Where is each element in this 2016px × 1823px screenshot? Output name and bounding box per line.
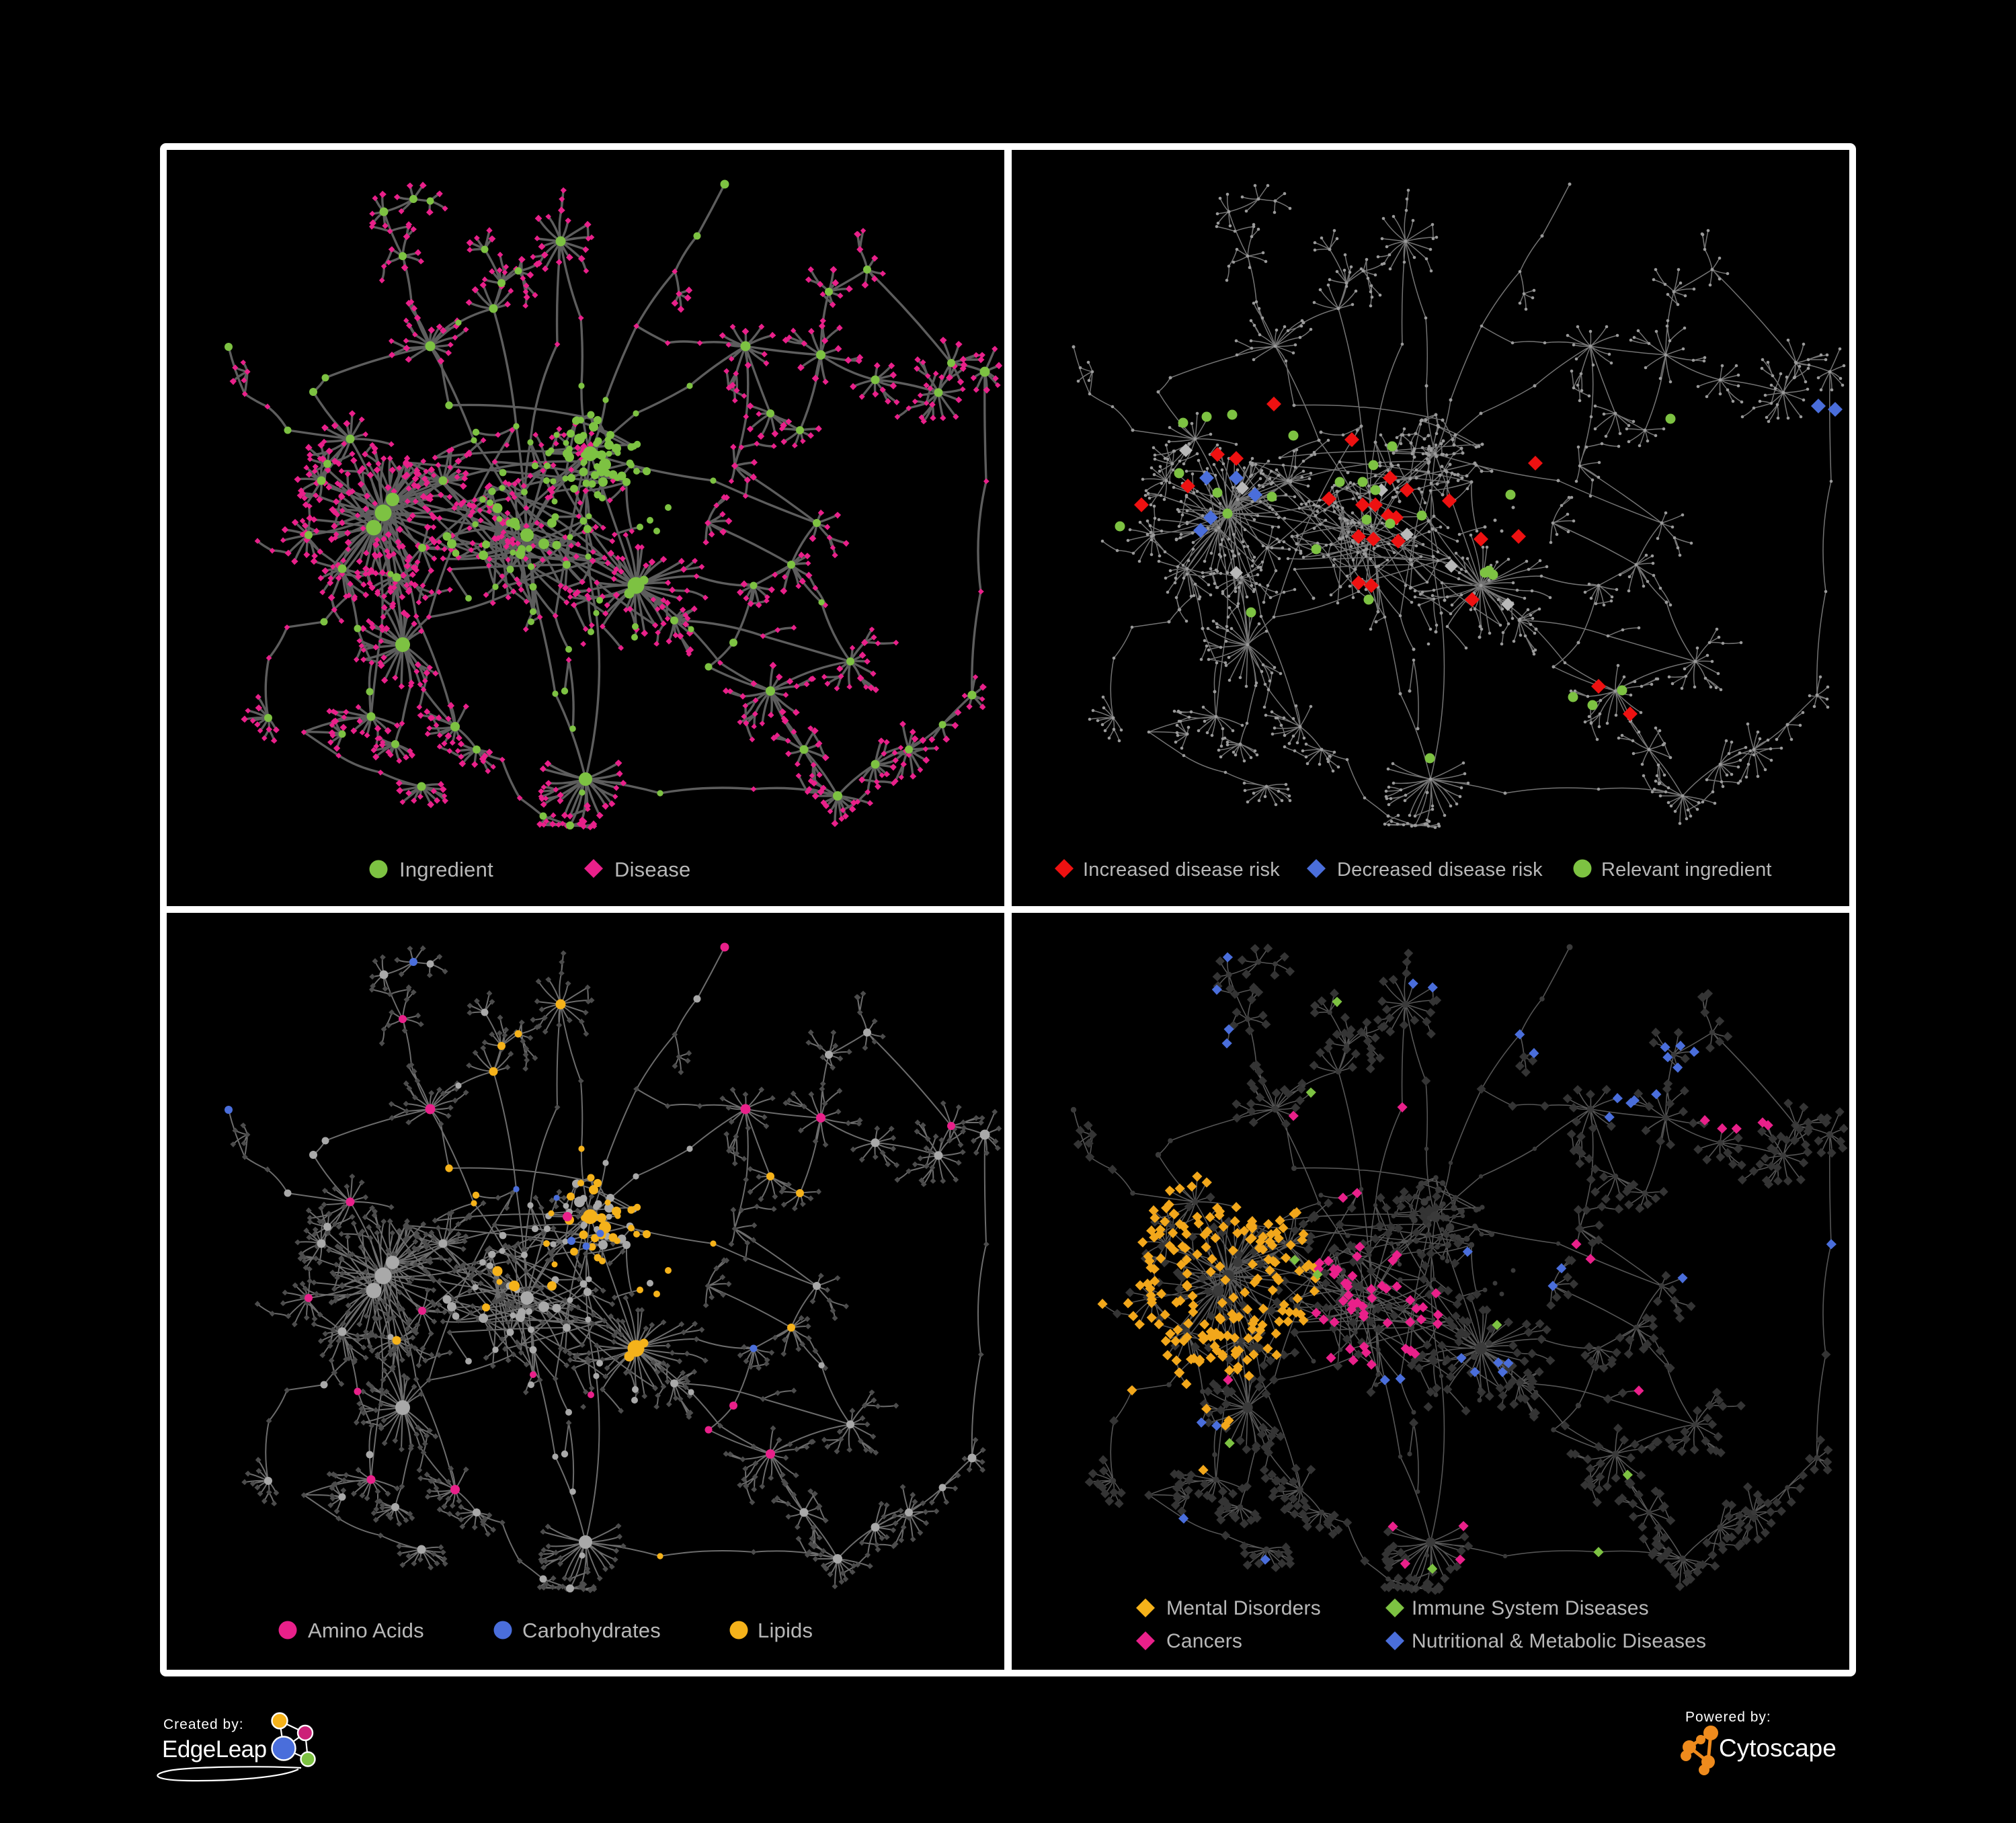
- svg-text:Relevant ingredient: Relevant ingredient: [1601, 859, 1772, 881]
- svg-text:Amino Acids: Amino Acids: [308, 1619, 424, 1642]
- svg-text:Nutritional & Metabolic Diseas: Nutritional & Metabolic Diseases: [1412, 1630, 1706, 1652]
- svg-text:Disease: Disease: [614, 858, 690, 881]
- svg-text:Created by:: Created by:: [163, 1717, 244, 1732]
- svg-text:Mental Disorders: Mental Disorders: [1166, 1597, 1321, 1619]
- svg-text:Increased disease risk: Increased disease risk: [1083, 859, 1280, 881]
- svg-text:Carbohydrates: Carbohydrates: [522, 1619, 661, 1642]
- svg-text:Immune System Diseases: Immune System Diseases: [1412, 1597, 1649, 1619]
- svg-text:EdgeLeap: EdgeLeap: [162, 1736, 267, 1763]
- svg-text:Cytoscape: Cytoscape: [1719, 1734, 1837, 1762]
- svg-text:Decreased disease risk: Decreased disease risk: [1337, 859, 1543, 881]
- svg-text:Cancers: Cancers: [1166, 1630, 1242, 1652]
- svg-text:Ingredient: Ingredient: [399, 858, 493, 881]
- svg-text:Powered by:: Powered by:: [1685, 1709, 1771, 1725]
- svg-text:Lipids: Lipids: [758, 1619, 813, 1642]
